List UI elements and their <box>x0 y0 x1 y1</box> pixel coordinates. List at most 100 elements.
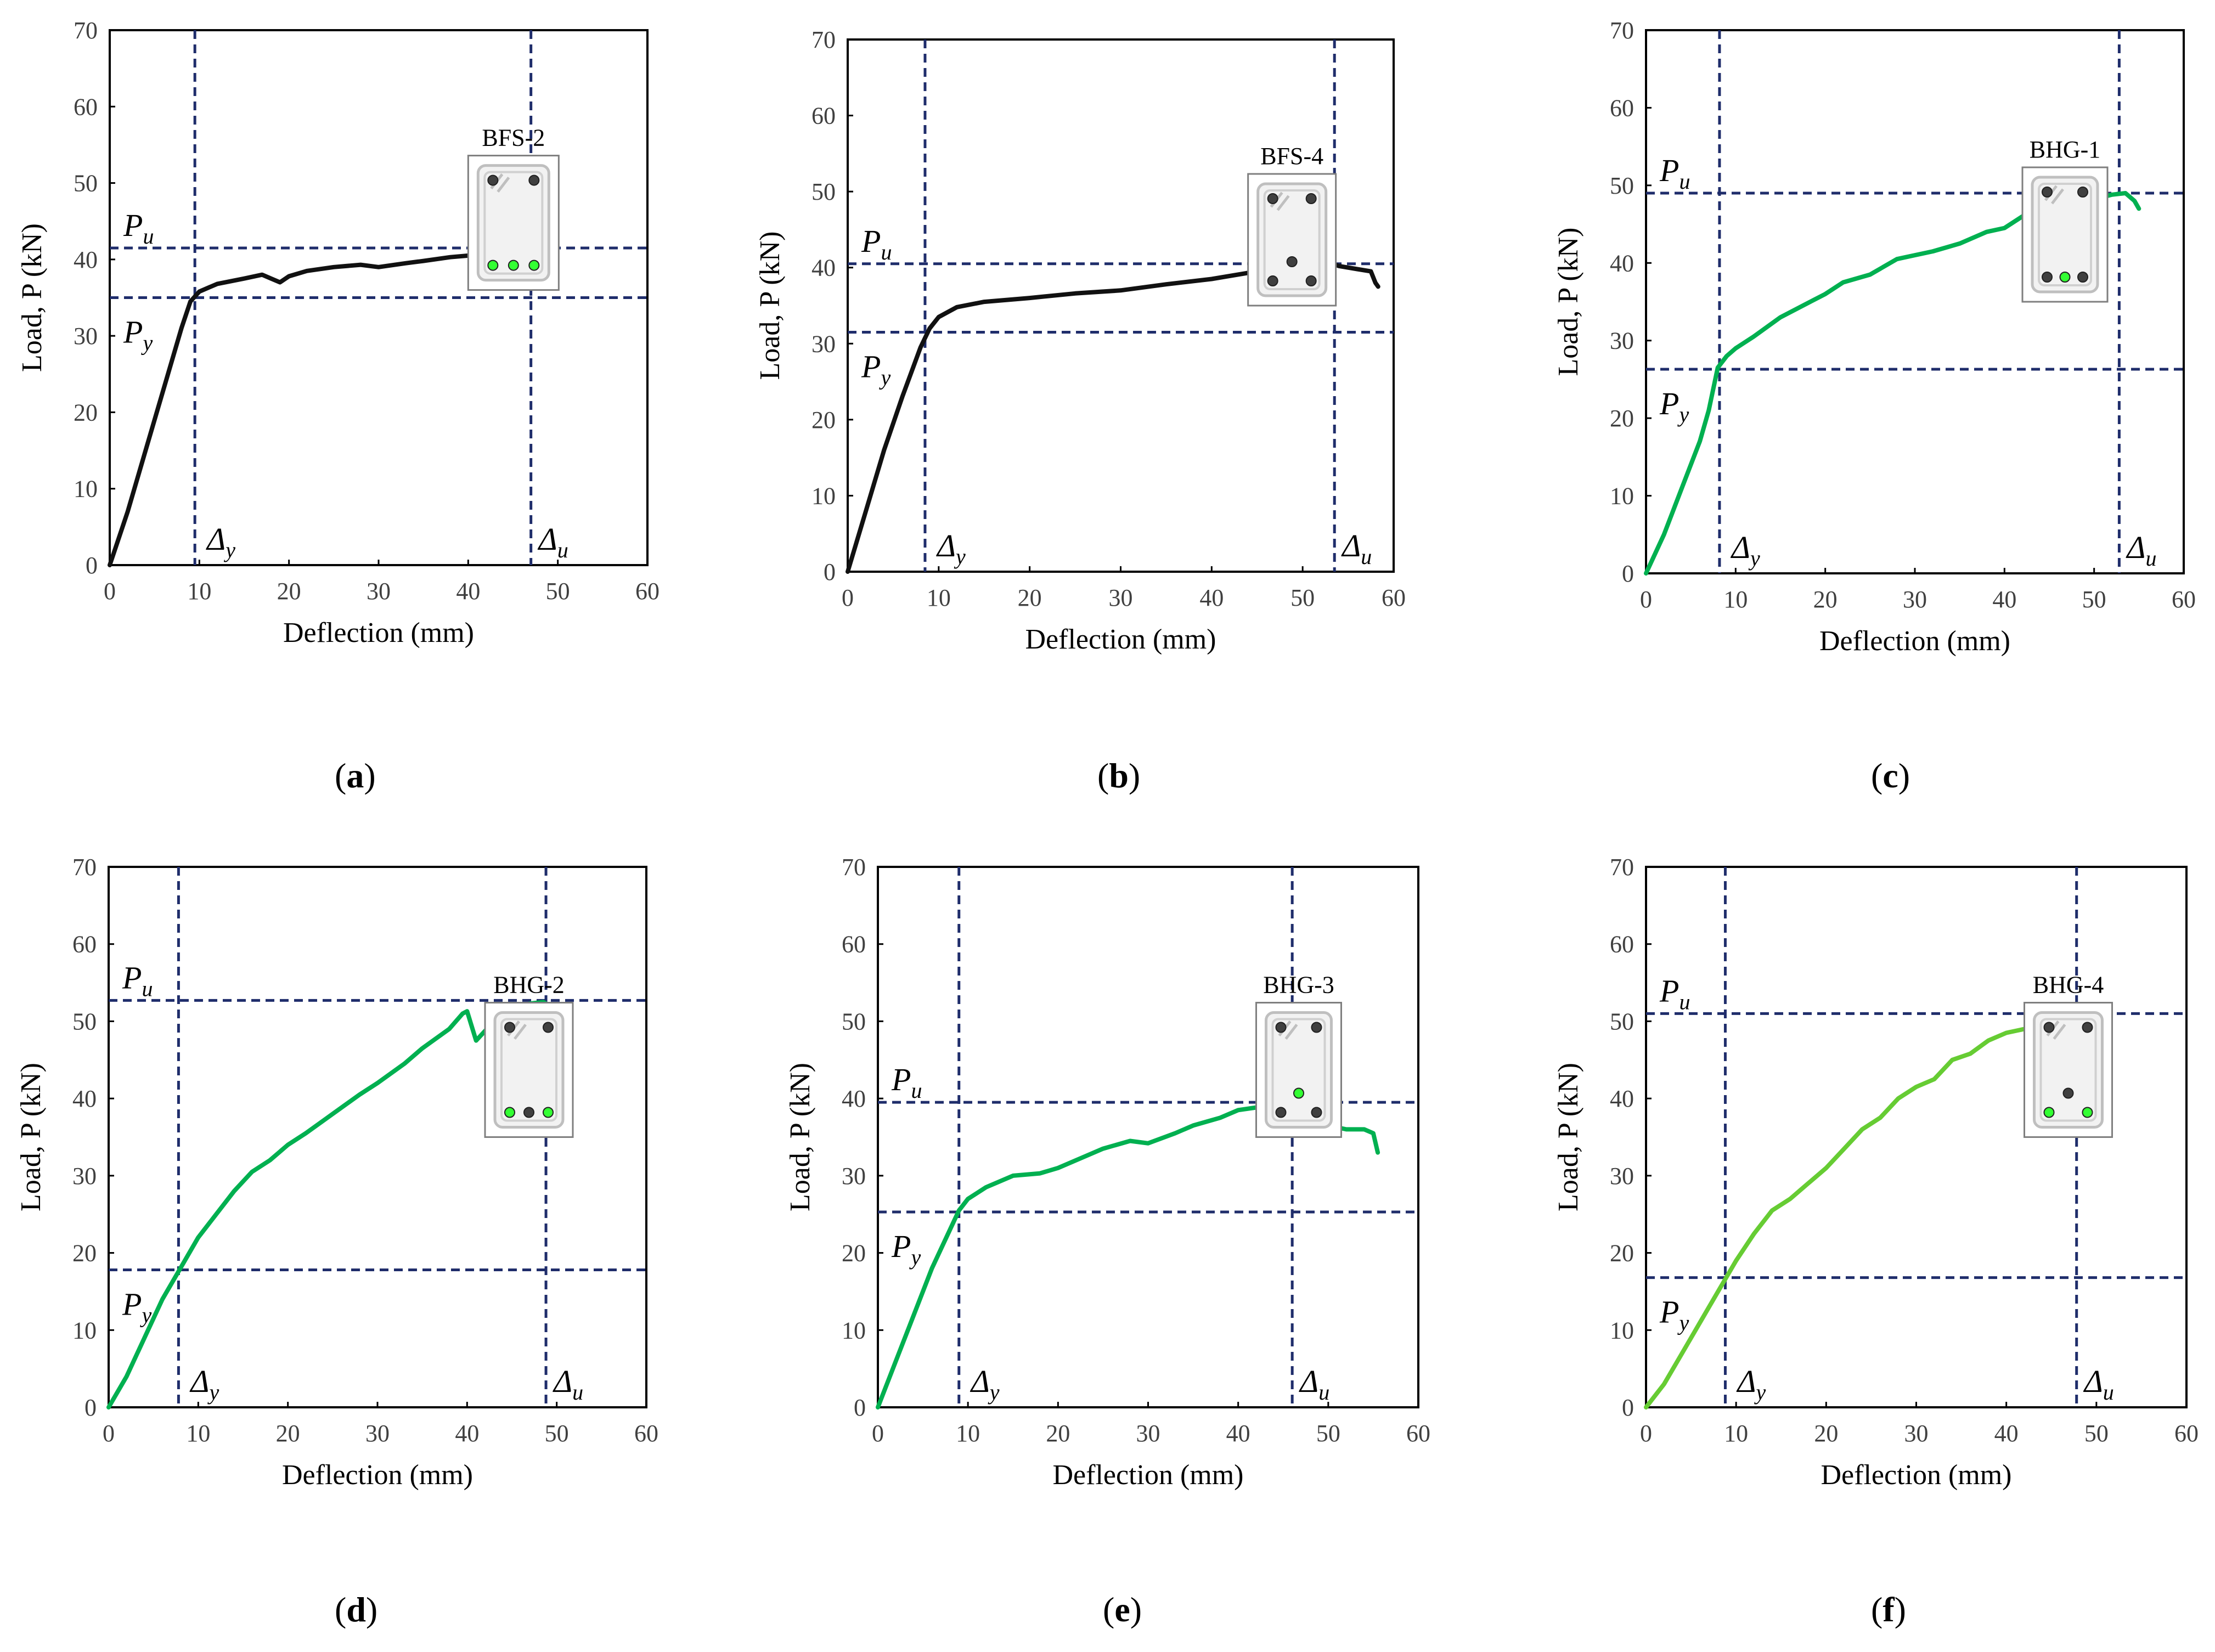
chart-panel-b: 0 10 20 30 40 50 60 0 10 20 30 40 50 60 70 Deflection (… <box>754 26 1406 795</box>
rebar <box>543 1022 554 1033</box>
x-tick-label: 60 <box>635 578 660 605</box>
delta-y-label: Δy <box>1731 529 1760 571</box>
y-tick-label: 20 <box>74 399 98 426</box>
y-tick-label: 60 <box>1610 931 1634 958</box>
rebar <box>2062 1087 2074 1099</box>
rebar <box>1311 1022 1322 1033</box>
panel-label: (a) <box>335 756 376 795</box>
chart-panel-e: 0 10 20 30 40 50 60 0 10 20 30 40 50 60 70 Deflection (… <box>785 854 1430 1629</box>
panel-label: (d) <box>335 1590 377 1629</box>
pu-label: Pu <box>1659 153 1690 194</box>
rebar <box>2042 187 2053 198</box>
py-label: Py <box>861 349 890 390</box>
y-axis-title: Load, P (kN) <box>1553 1063 1584 1211</box>
y-tick-label: 10 <box>1610 1317 1634 1344</box>
y-tick-label: 40 <box>1610 1085 1634 1112</box>
y-tick-label: 70 <box>842 854 866 881</box>
y-tick-label: 70 <box>74 17 98 44</box>
x-tick-label: 0 <box>872 1420 884 1447</box>
x-tick-label: 10 <box>1724 1420 1748 1447</box>
stirrup-hook <box>497 177 510 193</box>
delta-u-label: Δu <box>1341 528 1372 569</box>
y-tick-label: 30 <box>1610 328 1634 354</box>
rebar <box>2043 1022 2055 1033</box>
delta-u-label: Δu <box>538 521 568 562</box>
x-tick-label: 30 <box>365 1420 390 1447</box>
x-axis-title: Deflection (mm) <box>1053 1459 1244 1491</box>
y-tick-label: 60 <box>74 93 98 120</box>
pu-label: Pu <box>1659 973 1690 1014</box>
x-tick-label: 40 <box>1994 1420 2019 1447</box>
y-tick-label: 0 <box>854 1394 866 1421</box>
specimen-label: BFS-4 <box>1260 143 1323 170</box>
cross-section-inset <box>484 1002 574 1138</box>
y-tick-label: 70 <box>1610 17 1634 44</box>
y-tick-label: 40 <box>72 1085 97 1112</box>
panel-label: (b) <box>1097 756 1140 795</box>
x-tick-label: 30 <box>1109 584 1133 611</box>
x-tick-label: 30 <box>1903 586 1927 613</box>
cross-section-inset <box>2024 1002 2113 1138</box>
x-axis-title: Deflection (mm) <box>1819 625 2010 657</box>
y-tick-label: 30 <box>842 1163 866 1189</box>
pu-label: Pu <box>122 960 153 1001</box>
stirrup-hook <box>2051 188 2064 205</box>
y-tick-label: 50 <box>74 170 98 197</box>
rebar <box>1293 1087 1304 1099</box>
x-tick-label: 0 <box>842 584 854 611</box>
y-tick-label: 0 <box>824 559 836 585</box>
stirrup-outline <box>2031 176 2099 294</box>
stirrup-hook <box>1284 1023 1298 1040</box>
x-tick-label: 30 <box>1136 1420 1160 1447</box>
specimen-label: BHG-4 <box>2033 972 2104 999</box>
y-tick-label: 0 <box>86 552 98 579</box>
stirrup-inner <box>1263 189 1321 290</box>
y-tick-label: 50 <box>1610 172 1634 199</box>
y-tick-label: 70 <box>811 26 836 53</box>
y-tick-label: 70 <box>72 854 97 881</box>
x-tick-label: 0 <box>104 578 116 605</box>
x-tick-label: 20 <box>1813 586 1838 613</box>
py-label: Py <box>1659 1294 1689 1335</box>
x-axis-title: Deflection (mm) <box>1821 1459 2012 1491</box>
y-tick-label: 0 <box>84 1394 97 1421</box>
y-axis-title: Load, P (kN) <box>754 231 786 380</box>
x-tick-label: 40 <box>1199 584 1224 611</box>
y-tick-label: 60 <box>72 931 97 958</box>
y-tick-label: 60 <box>811 103 836 129</box>
y-tick-label: 10 <box>1610 483 1634 510</box>
y-tick-label: 20 <box>842 1240 866 1267</box>
stirrup-outline <box>476 164 550 282</box>
y-tick-label: 10 <box>842 1317 866 1344</box>
rebar <box>1286 256 1298 267</box>
panel-label: (c) <box>1871 756 1910 795</box>
delta-y-label: Δy <box>936 528 966 569</box>
pu-label: Pu <box>861 223 892 264</box>
y-tick-label: 20 <box>72 1240 97 1267</box>
specimen-label: BHG-1 <box>2030 136 2101 163</box>
x-tick-label: 50 <box>545 1420 569 1447</box>
rebar <box>504 1022 515 1033</box>
chart-panel-a: 0 10 20 30 40 50 60 0 10 20 30 40 50 60 70 Deflection (… <box>16 17 660 795</box>
pu-label: Pu <box>891 1062 922 1103</box>
chart-panel-d: 0 10 20 30 40 50 60 0 10 20 30 40 50 60 70 Deflection (… <box>15 854 658 1629</box>
stirrup-inner <box>1271 1018 1326 1122</box>
rebar <box>543 1107 554 1118</box>
cross-section-inset <box>2021 166 2109 303</box>
delta-y-label: Δy <box>189 1363 219 1405</box>
rebar <box>528 260 540 271</box>
x-tick-label: 50 <box>2084 1420 2109 1447</box>
delta-u-label: Δu <box>2126 529 2156 571</box>
y-tick-label: 10 <box>72 1317 97 1344</box>
delta-u-label: Δu <box>1299 1363 1329 1405</box>
x-tick-label: 0 <box>1640 1420 1652 1447</box>
x-tick-label: 50 <box>1290 584 1315 611</box>
delta-y-label: Δy <box>1736 1363 1766 1405</box>
delta-y-label: Δy <box>970 1363 1000 1405</box>
y-tick-label: 40 <box>1610 250 1634 277</box>
load-deflection-curve <box>876 1100 1380 1409</box>
chart-panel-f: 0 10 20 30 40 50 60 0 10 20 30 40 50 60 70 Deflection (… <box>1553 854 2199 1629</box>
delta-y-label: Δy <box>206 521 235 562</box>
rebar <box>2077 272 2088 283</box>
x-tick-label: 60 <box>2172 586 2196 613</box>
